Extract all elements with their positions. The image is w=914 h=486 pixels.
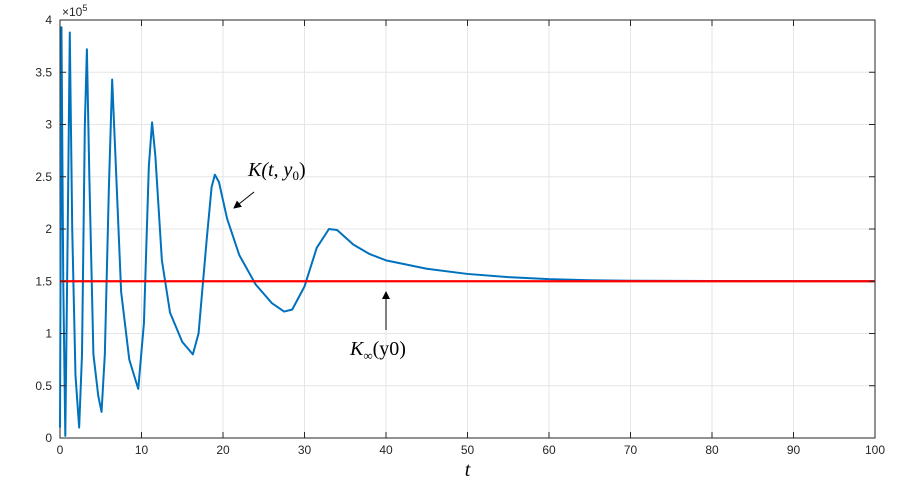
y-tick-label: 4 [45, 13, 52, 27]
y-tick-label: 3.5 [35, 65, 52, 79]
x-tick-label: 50 [461, 443, 475, 457]
annotation-k-t-y0: K(t, y0) [233, 159, 306, 209]
series-line-0 [59, 26, 876, 437]
x-tick-label: 60 [542, 443, 556, 457]
y-tick-label: 0.5 [35, 379, 52, 393]
y-tick-label: 1 [45, 327, 52, 341]
annotation-k-t-y0-arrow [233, 191, 255, 209]
y-tick-label: 0 [45, 431, 52, 445]
annotation-k-inf-y0-text: K∞(y0) [349, 338, 406, 363]
series-group [59, 26, 876, 437]
x-tick-label: 30 [298, 443, 312, 457]
x-tick-label: 0 [57, 443, 64, 457]
y-tick-label: 2 [45, 222, 52, 236]
annotation-k-t-y0-text: K(t, y0) [247, 159, 306, 183]
y-tick-label: 3 [45, 118, 52, 132]
x-tick-label: 20 [216, 443, 230, 457]
x-tick-label: 40 [379, 443, 393, 457]
tick-group: 0 10 20 30 40 50 60 70 80 90 100 0 0.5 1 1.5 2 2.5 3 3.5 4 [35, 13, 885, 457]
x-tick-label: 100 [865, 443, 885, 457]
y-tick-label: 1.5 [35, 274, 52, 288]
y-tick-label: 2.5 [35, 170, 52, 184]
annotation-k-inf-y0: K∞(y0) [349, 291, 406, 363]
grid [59, 19, 876, 439]
x-tick-label: 80 [705, 443, 719, 457]
x-tick-label: 10 [135, 443, 149, 457]
x-tick-label: 70 [624, 443, 638, 457]
x-tick-label: 90 [787, 443, 801, 457]
x-axis-label: t [465, 459, 471, 481]
y-axis-multiplier: ×105 [62, 3, 87, 19]
